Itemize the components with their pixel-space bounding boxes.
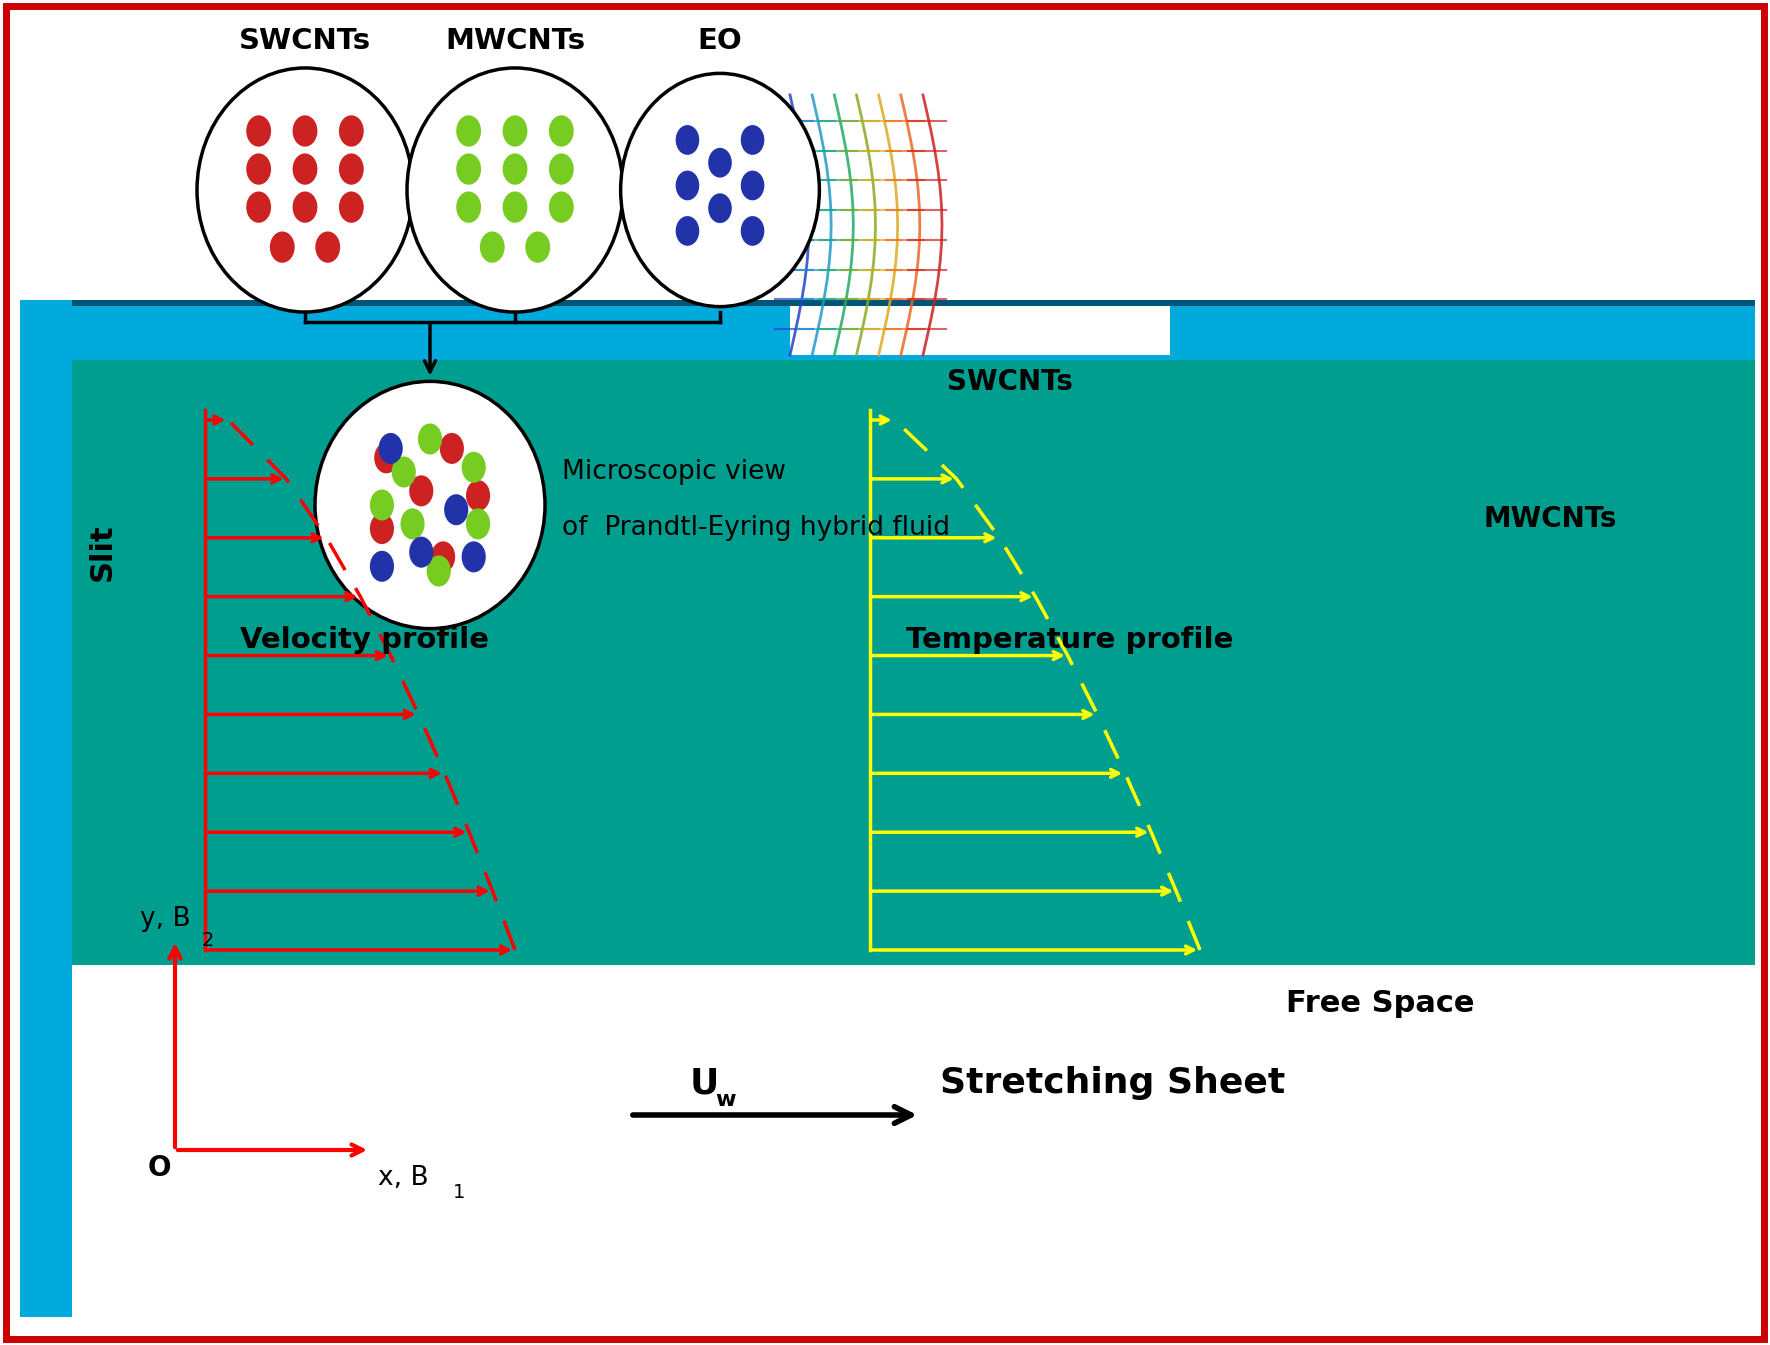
Ellipse shape bbox=[708, 148, 731, 178]
Ellipse shape bbox=[379, 433, 404, 464]
Ellipse shape bbox=[708, 194, 731, 223]
Ellipse shape bbox=[742, 217, 765, 246]
Ellipse shape bbox=[246, 153, 271, 184]
Text: Microscopic view: Microscopic view bbox=[563, 459, 786, 486]
Ellipse shape bbox=[432, 541, 455, 573]
Ellipse shape bbox=[503, 153, 527, 184]
Ellipse shape bbox=[338, 116, 365, 147]
Ellipse shape bbox=[444, 494, 469, 526]
Ellipse shape bbox=[315, 382, 545, 628]
Bar bbox=[19, 300, 73, 1317]
Ellipse shape bbox=[549, 191, 573, 223]
Ellipse shape bbox=[549, 116, 573, 147]
Text: x, B: x, B bbox=[379, 1165, 428, 1192]
Text: Slit: Slit bbox=[87, 523, 117, 581]
Ellipse shape bbox=[370, 550, 395, 582]
Ellipse shape bbox=[338, 153, 365, 184]
Ellipse shape bbox=[427, 555, 451, 586]
Ellipse shape bbox=[439, 433, 464, 464]
Ellipse shape bbox=[676, 217, 699, 246]
Ellipse shape bbox=[391, 456, 416, 487]
Ellipse shape bbox=[742, 171, 765, 200]
Ellipse shape bbox=[621, 74, 820, 307]
Text: SWCNTs: SWCNTs bbox=[947, 369, 1073, 395]
Ellipse shape bbox=[457, 191, 481, 223]
Ellipse shape bbox=[676, 125, 699, 155]
Text: U: U bbox=[690, 1067, 719, 1100]
Ellipse shape bbox=[269, 231, 294, 262]
Ellipse shape bbox=[503, 191, 527, 223]
Ellipse shape bbox=[338, 191, 365, 223]
Ellipse shape bbox=[370, 512, 395, 545]
Text: 1: 1 bbox=[453, 1182, 466, 1201]
Ellipse shape bbox=[549, 153, 573, 184]
Ellipse shape bbox=[196, 69, 412, 312]
Text: y, B: y, B bbox=[140, 907, 191, 932]
Ellipse shape bbox=[462, 452, 485, 483]
Ellipse shape bbox=[457, 153, 481, 184]
Text: MWCNTs: MWCNTs bbox=[444, 27, 586, 55]
Ellipse shape bbox=[246, 191, 271, 223]
Bar bbox=[73, 300, 1756, 360]
Ellipse shape bbox=[246, 116, 271, 147]
Text: 2: 2 bbox=[202, 931, 214, 950]
Text: Stretching Sheet: Stretching Sheet bbox=[940, 1067, 1285, 1100]
Text: EO: EO bbox=[697, 27, 742, 55]
Text: MWCNTs: MWCNTs bbox=[1483, 504, 1616, 533]
Ellipse shape bbox=[292, 153, 317, 184]
Ellipse shape bbox=[503, 116, 527, 147]
Ellipse shape bbox=[315, 231, 340, 262]
Text: w: w bbox=[715, 1089, 736, 1110]
Text: SWCNTs: SWCNTs bbox=[239, 27, 372, 55]
Ellipse shape bbox=[370, 490, 395, 521]
Bar bbox=[73, 360, 1756, 964]
Ellipse shape bbox=[418, 424, 442, 455]
Ellipse shape bbox=[742, 125, 765, 155]
Text: of  Prandtl-Eyring hybrid fluid: of Prandtl-Eyring hybrid fluid bbox=[563, 515, 950, 541]
FancyBboxPatch shape bbox=[789, 95, 1170, 355]
Ellipse shape bbox=[462, 541, 485, 573]
Ellipse shape bbox=[373, 443, 398, 473]
Text: Velocity profile: Velocity profile bbox=[241, 625, 490, 654]
Ellipse shape bbox=[480, 231, 504, 262]
Ellipse shape bbox=[409, 537, 434, 568]
Ellipse shape bbox=[409, 475, 434, 506]
Ellipse shape bbox=[466, 480, 490, 511]
Text: Temperature profile: Temperature profile bbox=[906, 625, 1234, 654]
Ellipse shape bbox=[400, 508, 425, 539]
Ellipse shape bbox=[466, 508, 490, 539]
Text: O: O bbox=[147, 1154, 170, 1182]
Ellipse shape bbox=[292, 116, 317, 147]
Ellipse shape bbox=[526, 231, 550, 262]
Ellipse shape bbox=[407, 69, 623, 312]
Text: Free Space: Free Space bbox=[1285, 989, 1474, 1018]
Bar bbox=[73, 300, 1756, 307]
Ellipse shape bbox=[292, 191, 317, 223]
Ellipse shape bbox=[457, 116, 481, 147]
Ellipse shape bbox=[676, 171, 699, 200]
